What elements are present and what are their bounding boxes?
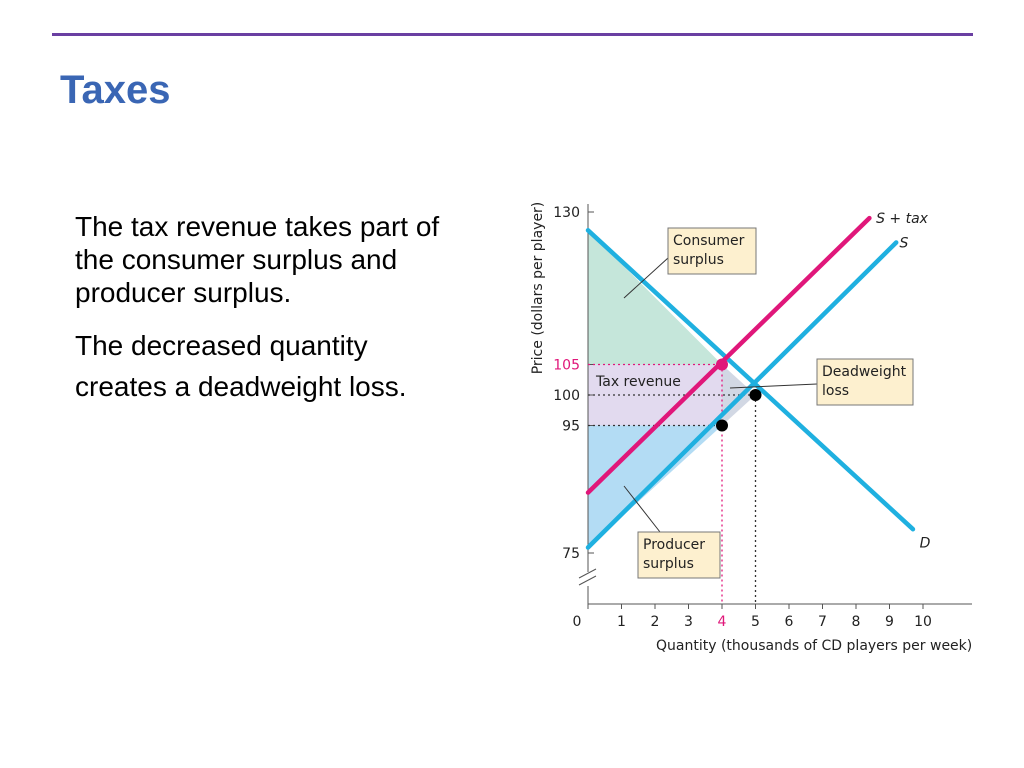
x-tick-label: 9 [885, 614, 894, 630]
x-axis-title: Quantity (thousands of CD players per we… [656, 638, 972, 654]
supply-curve [585, 240, 899, 550]
consumer-surplus-callout-leader [623, 257, 669, 299]
producer-surplus-callout-label: surplus [643, 556, 694, 572]
tax-revenue-label: Tax revenue [595, 374, 681, 390]
x-tick-label: 7 [818, 614, 827, 630]
y-tick-label: 130 [553, 205, 580, 221]
deadweight-loss-callout-label: Deadweight [822, 364, 907, 380]
axis-break-mark-2 [578, 575, 597, 586]
demand-curve [585, 228, 916, 532]
x-tick-label: 2 [651, 614, 660, 630]
body-text: The tax revenue takes part of the consum… [75, 210, 455, 429]
consumer-surplus-callout-label: Consumer [673, 233, 745, 249]
producer-surplus-callout-leader [623, 485, 661, 533]
supply-plus-tax-label: S + tax [876, 211, 929, 227]
y-tick-label: 105 [553, 358, 580, 374]
x-tick-label: 5 [751, 614, 760, 630]
title-underline [52, 33, 973, 36]
equilibrium-point [716, 419, 728, 432]
x-tick-label: 6 [785, 614, 794, 630]
x-tick-label: 1 [617, 614, 626, 630]
equilibrium-point [749, 389, 762, 401]
x-tick-label: 3 [684, 614, 693, 630]
y-tick-label: 100 [553, 388, 580, 404]
deadweight-loss-callout-box [816, 358, 914, 406]
demand-label: D [920, 535, 931, 551]
axis-break-mark-1 [578, 568, 597, 579]
producer-surplus-callout-label: Producer [643, 537, 705, 553]
deadweight-loss-callout-label: loss [822, 383, 849, 399]
producer-surplus-callout-box [637, 531, 721, 579]
y-tick-label: 95 [562, 419, 580, 435]
slide-title: Taxes [60, 68, 171, 112]
tax-price-point [716, 358, 728, 371]
supply-label: S [900, 236, 909, 252]
y-tick-label: 75 [562, 546, 580, 562]
x-tick-label: 0 [573, 614, 582, 630]
x-tick-label: 10 [914, 614, 932, 630]
x-tick-label: 4 [718, 614, 727, 630]
x-tick-label: 8 [852, 614, 861, 630]
paragraph-2: The decreased quantity creates a deadwei… [75, 330, 407, 402]
deadweight-loss-callout-leader [729, 383, 818, 389]
y-axis-title: Price (dollars per player) [530, 202, 546, 375]
paragraph-1: The tax revenue takes part of the consum… [75, 211, 440, 308]
consumer-surplus-callout-box [667, 227, 757, 275]
consumer-surplus-callout-label: surplus [673, 252, 724, 268]
supply-plus-tax-curve [585, 215, 872, 495]
